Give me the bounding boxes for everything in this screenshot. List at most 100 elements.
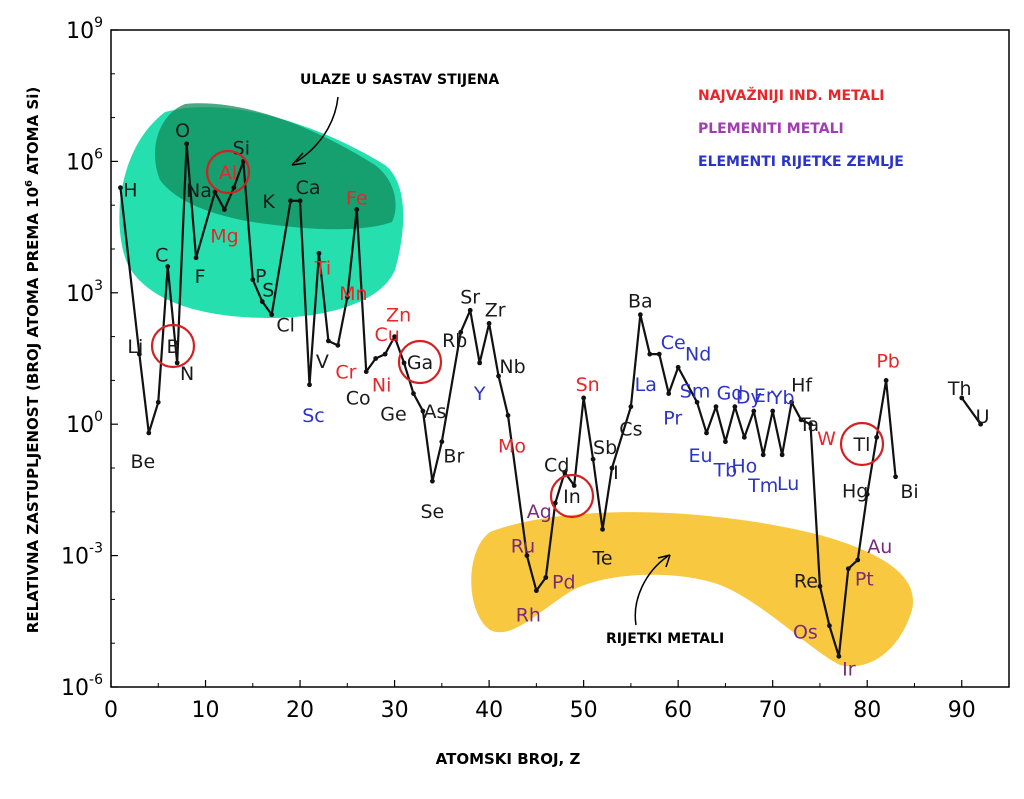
data-point-bi [893, 474, 898, 480]
data-point-mo [505, 413, 511, 418]
data-point-zn [392, 334, 397, 339]
x-tick-label: 40 [475, 698, 503, 723]
data-point-rh [533, 588, 539, 594]
data-point-as [420, 408, 426, 414]
element-label-ni: Ni [372, 375, 392, 397]
data-point-ba [637, 312, 643, 318]
x-axis: 0 10 20 30 40 50 60 70 80 90 [104, 680, 976, 723]
rare-annotation-label: RIJETKI METALI [606, 631, 724, 647]
data-point-te [600, 526, 605, 532]
data-point-ru [524, 553, 530, 558]
data-point-s [259, 299, 265, 304]
y-tick-label: 10-6 [61, 672, 103, 701]
circled-elements [150, 149, 885, 519]
legend: NAJVAŽNIJI IND. METALI PLEMENITI METALI EL… [698, 87, 904, 170]
element-label-hf: Hf [791, 374, 813, 396]
data-point-eu [704, 430, 709, 436]
element-label-cd: Cd [544, 454, 569, 476]
data-point-mn [344, 294, 350, 300]
data-point-h [118, 185, 123, 191]
element-label-ag: Ag [527, 501, 552, 523]
element-label-pr: Pr [663, 408, 682, 430]
data-point-au [855, 557, 861, 563]
element-label-nb: Nb [499, 356, 525, 378]
x-tick-label: 50 [570, 698, 598, 723]
element-label-tb: Tb [713, 460, 738, 482]
data-point-tm [760, 452, 766, 458]
data-point-w [808, 421, 813, 427]
data-point-co [363, 369, 369, 375]
data-point-be [146, 430, 152, 436]
element-label-lu: Lu [777, 473, 799, 495]
data-point-n [174, 360, 180, 366]
y-tick-label: 10-3 [61, 541, 103, 570]
data-point-tl [874, 434, 880, 440]
element-label-se: Se [421, 501, 445, 523]
data-point-b [155, 399, 161, 405]
data-point-cr [335, 342, 341, 348]
data-point-o [184, 141, 190, 147]
highlight-circle-tl [839, 421, 885, 467]
element-label-tm: Tm [747, 475, 778, 497]
element-label-f: F [195, 266, 206, 288]
data-point-ag [552, 500, 558, 506]
element-label-ca: Ca [296, 177, 321, 199]
element-label-nd: Nd [685, 343, 711, 365]
data-point-dy [732, 404, 738, 410]
element-label-pt: Pt [855, 569, 874, 591]
highlight-circle-ga [397, 339, 443, 385]
element-label-ir: Ir [842, 658, 856, 680]
y-tick-label: 100 [66, 409, 103, 438]
element-label-yb: Yb [770, 387, 795, 409]
data-point-pr [666, 391, 672, 396]
element-label-co: Co [346, 388, 371, 410]
element-label-in: In [563, 486, 581, 508]
element-label-os: Os [793, 622, 818, 644]
element-label-as: As [423, 401, 446, 423]
element-label-p: P [255, 266, 266, 288]
element-label-au: Au [867, 536, 892, 558]
element-label-ce: Ce [661, 332, 686, 354]
element-label-sr: Sr [460, 286, 480, 308]
data-point-ge [411, 391, 416, 396]
element-label-te: Te [591, 547, 612, 569]
data-point-sb [590, 456, 596, 462]
rock-forming-core-region [154, 103, 396, 230]
element-label-la: La [635, 374, 657, 396]
data-point-u [978, 421, 984, 427]
element-label-re: Re [794, 570, 818, 592]
data-point-rb [458, 329, 464, 335]
data-point-tb [723, 439, 728, 445]
data-point-nd [675, 364, 681, 370]
series-line [119, 142, 897, 658]
element-label-ta: Ta [798, 414, 819, 436]
data-point-hg [864, 491, 870, 497]
element-label-zn: Zn [386, 305, 411, 327]
data-point-cd [562, 469, 568, 475]
highlight-circle-in [549, 473, 595, 519]
rare-annotation: RIJETKI METALI [606, 554, 724, 647]
element-label-na: Na [186, 180, 212, 202]
element-label-b: B [166, 336, 179, 358]
data-point-i [609, 465, 615, 471]
x-tick-label: 20 [286, 698, 314, 723]
element-label-cs: Cs [619, 419, 642, 441]
element-label-eu: Eu [688, 445, 712, 467]
element-label-hg: Hg [842, 480, 868, 502]
data-point-cl [269, 312, 275, 318]
highlight-regions [119, 103, 914, 667]
legend-entry: PLEMENITI METALI [698, 121, 844, 137]
plot-area [110, 29, 1010, 688]
legend-entry: ELEMENTI RIJETKE ZEMLJE [698, 154, 904, 170]
element-label-mo: Mo [498, 435, 526, 457]
element-label-er: Er [754, 385, 774, 407]
data-point-os [827, 623, 832, 629]
rare-arrowhead-icon [657, 554, 671, 568]
series-line [960, 397, 982, 425]
element-label-cl: Cl [276, 315, 295, 337]
data-point-c [165, 264, 171, 269]
data-point-fe [354, 207, 360, 212]
abundance-series [118, 141, 984, 659]
